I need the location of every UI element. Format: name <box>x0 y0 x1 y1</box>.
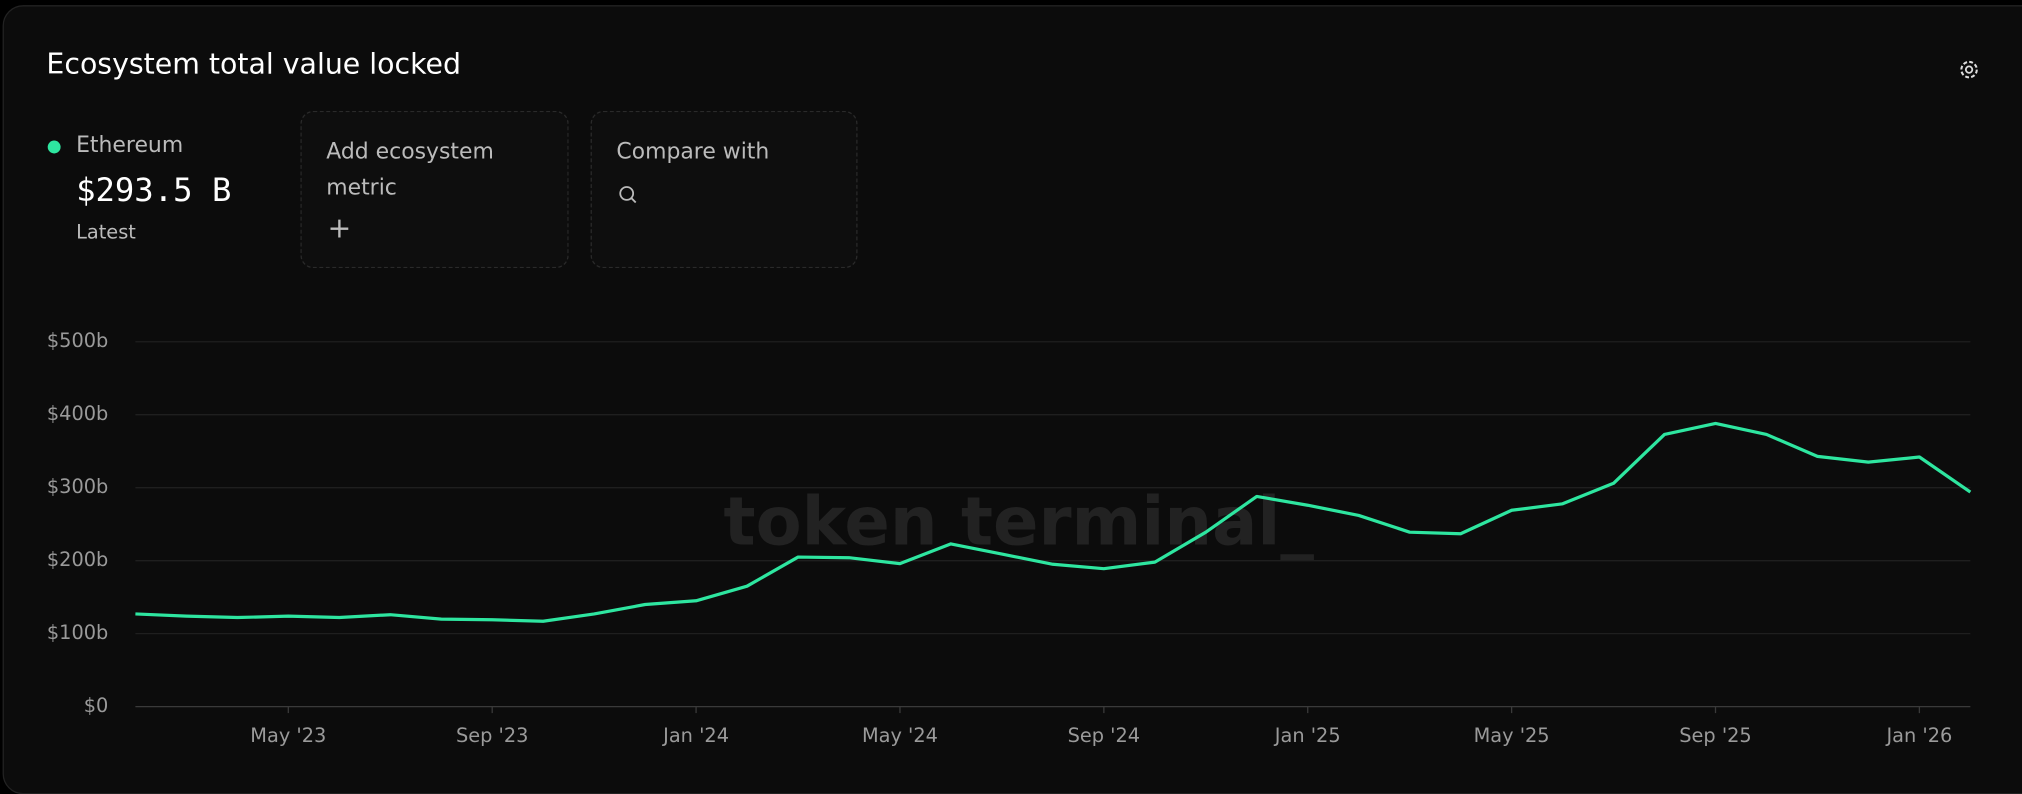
stage: Ecosystem total value locked Ethereum $2… <box>2 5 2022 794</box>
x-tick-label: Sep '23 <box>456 724 528 747</box>
latest-label: Latest <box>76 220 136 244</box>
legend-dot <box>47 140 61 154</box>
series-line <box>135 421 1972 623</box>
search-icon <box>619 186 637 204</box>
title: Ecosystem total value locked <box>46 49 461 82</box>
y-tick-label: $300b <box>47 475 108 498</box>
y-tick-label: $100b <box>47 621 108 644</box>
chart: token terminal_ $0 $100b $200b $300b $400b $5… <box>47 329 1972 747</box>
x-tick-label: Jan '24 <box>662 724 729 747</box>
add-metric-label: Add ecosystem metric <box>326 139 494 202</box>
y-tick-label: $0 <box>84 694 109 717</box>
x-tick-label: Sep '24 <box>1068 724 1140 747</box>
compare-label: Compare with <box>616 139 770 166</box>
x-tick-label: May '23 <box>250 724 326 747</box>
page: Ecosystem total value locked Ethereum $2… <box>2 5 2022 794</box>
x-tick-label: May '24 <box>862 724 938 747</box>
legend-entry: Ethereum <box>76 132 184 159</box>
watermark: token terminal_ <box>724 483 1315 561</box>
settings-icon[interactable] <box>1956 57 1982 83</box>
compare-card[interactable]: Compare with <box>590 110 858 269</box>
latest-value: $293.5 B <box>76 171 232 209</box>
add-metric-card[interactable]: Add ecosystem metric + <box>300 110 569 269</box>
x-tick-label: May '25 <box>1474 724 1550 747</box>
y-tick-label: $400b <box>47 402 108 425</box>
y-tick-label: $200b <box>47 548 108 571</box>
x-tick-label: Sep '25 <box>1679 724 1751 747</box>
plus-icon: + <box>327 212 352 246</box>
y-tick-label: $500b <box>47 329 108 352</box>
x-tick-label: Jan '26 <box>1885 724 1952 747</box>
x-tick-label: Jan '25 <box>1274 724 1341 747</box>
